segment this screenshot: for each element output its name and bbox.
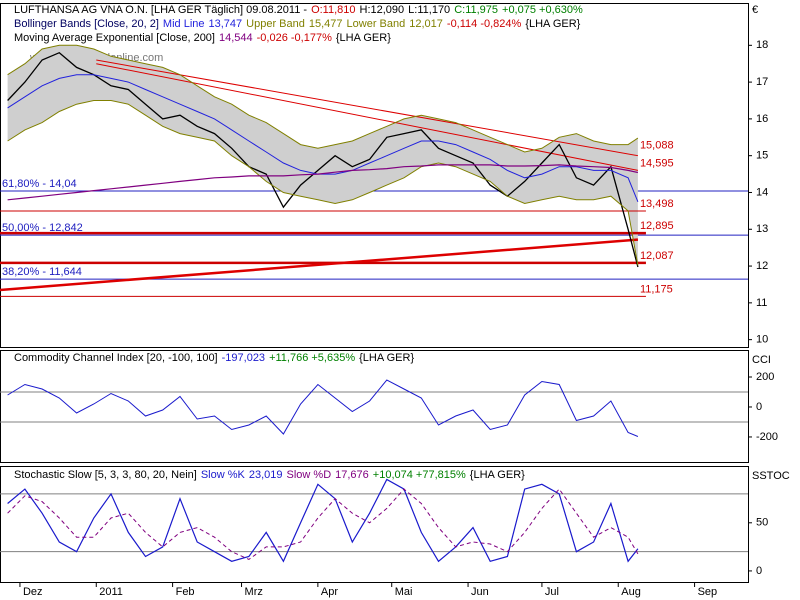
legend-value: 15,477	[309, 18, 343, 30]
price-label: 13,498	[640, 198, 674, 210]
price-label: 14,595	[640, 157, 674, 169]
band-fill	[7, 45, 638, 266]
legend-change: -0,114 -0,824%	[447, 18, 522, 30]
fib-label: 38,20% - 11,644	[2, 266, 82, 278]
legend-symbol: {LHA GER}	[470, 469, 525, 481]
legend-name: Slow %K	[201, 469, 246, 481]
x-tick-label: Jul	[545, 586, 559, 598]
ohlc-value: L:11,170	[408, 4, 450, 16]
series-line	[7, 100, 639, 266]
legend-value: 17,676	[335, 469, 369, 481]
legend-value: 13,747	[209, 18, 243, 30]
y-tick-label: 18	[756, 39, 768, 51]
y-tick-label: 15	[756, 150, 768, 162]
x-tick-label: Feb	[176, 586, 195, 598]
legend: Commodity Channel Index [20, -100, 100] -…	[14, 352, 414, 364]
legend-label: Commodity Channel Index [20, -100, 100]	[14, 352, 218, 364]
fib-label: 61,80% - 14,04	[2, 178, 77, 190]
legend-value: 12,017	[409, 18, 443, 30]
series-line	[7, 44, 639, 153]
trend-line	[96, 59, 639, 157]
y-tick-label: 12	[756, 260, 768, 272]
chart-title: LUFTHANSA AG VNA O.N. [LHA GER Täglich] …	[14, 4, 583, 16]
ohlc-value: O:11,810	[311, 4, 355, 16]
legend: Stochastic Slow [5, 3, 3, 80, 20, Nein] S…	[14, 469, 525, 481]
ohlc-value: C:11,975	[454, 4, 498, 16]
price-label: 12,087	[640, 250, 674, 262]
x-tick-label: Aug	[621, 586, 641, 598]
legend-change: +10,074 +77,815%	[373, 469, 466, 481]
y-tick-label: 16	[756, 113, 768, 125]
currency-label: €	[752, 4, 758, 16]
y-tick-label: 11	[756, 297, 767, 309]
legend-change: +11,766 +5,635%	[269, 352, 355, 364]
panel-frame	[0, 3, 749, 348]
legend-value: 14,544	[219, 32, 253, 44]
x-tick-label: Mai	[395, 586, 413, 598]
y-tick-label: 0	[756, 565, 762, 577]
x-tick-label: Sep	[698, 586, 718, 598]
legend-value: -197,023	[222, 352, 265, 364]
legend: Moving Average Exponential [Close, 200] 1…	[14, 32, 391, 44]
legend-label: Stochastic Slow [5, 3, 3, 80, 20, Nein]	[14, 469, 197, 481]
legend-symbol: {LHA GER}	[359, 352, 414, 364]
ohlc-value: H:12,090	[360, 4, 405, 16]
trend-line	[0, 238, 639, 292]
legend-name: Lower Band	[347, 18, 406, 30]
y-tick-label: 10	[756, 334, 768, 346]
y-tick-label: 17	[756, 76, 768, 88]
y-tick-label: 13	[756, 223, 768, 235]
ohlc-value: +0,075 +0,630%	[502, 4, 583, 16]
series-line	[7, 74, 639, 202]
y-tick-label: 200	[756, 371, 774, 383]
legend-name: Slow %D	[287, 469, 332, 481]
y-tick-label: 14	[756, 186, 768, 198]
legend-value: 23,019	[249, 469, 283, 481]
x-tick-label: Dez	[23, 586, 43, 598]
y-tick-label: 0	[756, 401, 762, 413]
legend-name: Mid Line	[163, 18, 205, 30]
panel-frame	[0, 466, 749, 583]
legend-symbol: {LHA GER}	[336, 32, 391, 44]
axis-label: CCI	[752, 354, 771, 366]
price-label: 11,175	[640, 283, 673, 295]
price-label: 15,088	[640, 139, 674, 151]
price-label: 12,895	[640, 220, 674, 232]
legend-name: Upper Band	[246, 18, 305, 30]
y-tick-label: 50	[756, 517, 768, 529]
x-tick-label: 2011	[99, 586, 123, 598]
legend-label: Moving Average Exponential [Close, 200]	[14, 32, 215, 44]
series-line	[7, 164, 639, 201]
legend-label: Bollinger Bands [Close, 20, 2]	[14, 18, 159, 30]
legend-change: -0,026 -0,177%	[257, 32, 332, 44]
series-line	[7, 379, 639, 437]
x-tick-label: Apr	[321, 586, 338, 598]
legend: Bollinger Bands [Close, 20, 2] Mid Line 13…	[14, 18, 581, 30]
x-tick-label: Mrz	[245, 586, 263, 598]
axis-label: SSTOC	[752, 470, 790, 482]
x-tick-label: Jun	[471, 586, 489, 598]
series-line	[7, 488, 639, 560]
title-text: LUFTHANSA AG VNA O.N. [LHA GER Täglich] …	[14, 4, 307, 16]
legend-symbol: {LHA GER}	[525, 18, 580, 30]
y-tick-label: -200	[756, 431, 778, 443]
trend-line	[96, 63, 639, 171]
fib-label: 50,00% - 12,842	[2, 222, 83, 234]
series-line	[7, 478, 639, 563]
